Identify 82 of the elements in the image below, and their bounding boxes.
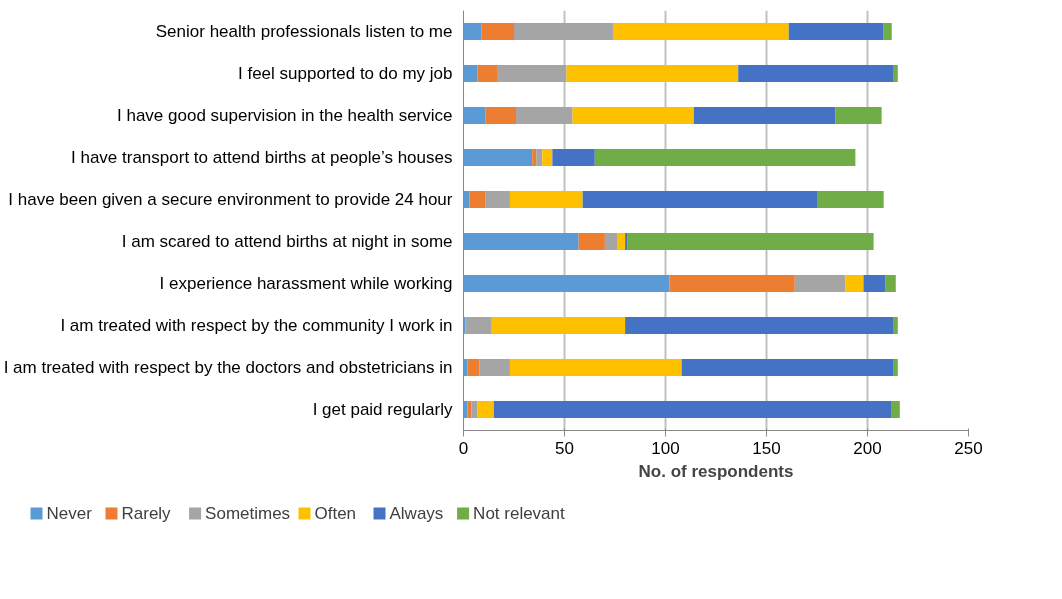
bar — [532, 149, 537, 166]
bar — [477, 401, 494, 418]
bar — [481, 23, 514, 40]
bar — [582, 191, 817, 208]
bar — [835, 107, 882, 124]
bar — [471, 401, 478, 418]
bar — [693, 107, 836, 124]
x-tick-label: 0 — [458, 438, 469, 458]
bar — [463, 149, 533, 166]
bar — [536, 149, 543, 166]
bar — [594, 149, 856, 166]
bar — [788, 23, 884, 40]
bar — [625, 233, 628, 250]
legend-label: Not relevant — [473, 504, 566, 523]
bar — [469, 191, 486, 208]
bar — [467, 401, 472, 418]
bar — [893, 65, 898, 82]
legend-label: Rarely — [121, 504, 172, 523]
bar — [485, 191, 510, 208]
bar — [845, 275, 864, 292]
y-tick-label: I have been given a secure environment to provide 24 hour — [8, 190, 453, 209]
bar — [578, 233, 605, 250]
bar — [493, 401, 892, 418]
bar — [477, 65, 498, 82]
y-tick-label: I get paid regularly — [312, 400, 453, 419]
bar — [566, 65, 739, 82]
bar — [552, 149, 595, 166]
bar — [625, 317, 894, 334]
x-tick-label: 100 — [651, 438, 680, 458]
y-tick-label: I feel supported to do my job — [237, 64, 453, 83]
y-tick-label: I am treated with respect by the community I work in — [60, 316, 453, 335]
y-tick-label: I am scared to attend births at night in some — [121, 232, 453, 251]
bar — [681, 359, 894, 376]
bar — [463, 191, 470, 208]
y-tick-label: I am treated with respect by the doctors and obstetricians in — [3, 358, 453, 377]
bar — [738, 65, 894, 82]
bar — [542, 149, 553, 166]
bar — [463, 317, 466, 334]
y-tick-label: I have good supervision in the health service — [117, 106, 453, 125]
x-axis-title: No. of respondents — [638, 461, 794, 481]
legend-label: Sometimes — [205, 504, 291, 523]
bar — [891, 401, 900, 418]
bar — [883, 23, 892, 40]
bar — [465, 317, 492, 334]
bar — [627, 233, 874, 250]
bar — [509, 359, 682, 376]
bar — [572, 107, 694, 124]
x-tick-label: 50 — [555, 438, 574, 458]
x-tick-label: 250 — [954, 438, 983, 458]
bar — [794, 275, 846, 292]
bar — [491, 317, 626, 334]
bar — [817, 191, 884, 208]
legend-label: Never — [46, 504, 93, 523]
bar — [516, 107, 573, 124]
bar — [863, 275, 886, 292]
bar — [463, 23, 482, 40]
bar — [669, 275, 795, 292]
y-tick-label: I have transport to attend births at people’s houses — [71, 148, 453, 167]
bar — [467, 359, 480, 376]
bar — [463, 65, 478, 82]
legend-label: Always — [389, 504, 444, 523]
bar — [514, 23, 613, 40]
bar — [463, 233, 579, 250]
bar — [463, 359, 468, 376]
bar — [617, 233, 626, 250]
y-tick-label: I experience harassment while working — [159, 274, 453, 293]
x-tick-label: 150 — [752, 438, 781, 458]
x-tick-label: 200 — [853, 438, 882, 458]
legend-label: Often — [314, 504, 357, 523]
bar — [463, 107, 486, 124]
bar — [885, 275, 896, 292]
bar — [509, 191, 583, 208]
bar — [893, 359, 898, 376]
bar — [479, 359, 510, 376]
bar — [604, 233, 618, 250]
bar — [485, 107, 517, 124]
y-tick-label: Senior health professionals listen to me — [155, 22, 453, 41]
bar — [463, 401, 468, 418]
bar — [893, 317, 898, 334]
bar — [612, 23, 789, 40]
bar — [497, 65, 567, 82]
bar — [463, 275, 670, 292]
